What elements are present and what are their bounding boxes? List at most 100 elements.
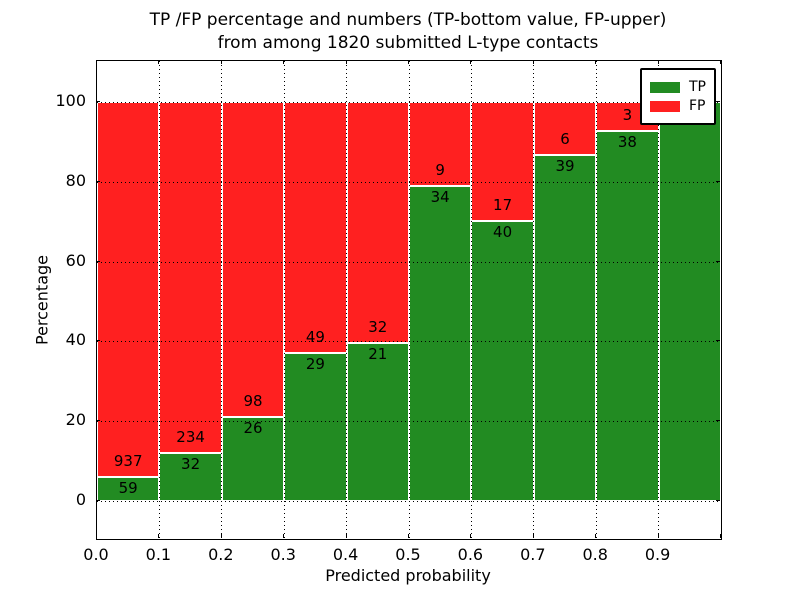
value-label-fp: 49 — [305, 327, 325, 346]
y-tick-mark — [716, 500, 720, 501]
x-tick-label: 0.9 — [644, 545, 671, 564]
value-label-tp: 59 — [118, 479, 138, 498]
x-tick-mark — [470, 60, 472, 64]
value-label-tp: 34 — [430, 187, 450, 206]
x-axis-label: Predicted probability — [325, 566, 491, 585]
v-gridline — [283, 61, 285, 539]
y-tick-mark — [716, 260, 720, 262]
y-tick-label: 100 — [55, 91, 86, 110]
x-tick-mark — [345, 60, 347, 64]
v-gridline — [346, 61, 348, 539]
y-tick-label: 60 — [65, 250, 86, 270]
v-gridline — [408, 61, 410, 539]
value-label-tp: 32 — [181, 455, 201, 473]
y-tick-mark — [96, 180, 100, 182]
value-label-tp: 38 — [617, 133, 637, 152]
bar-segment-tp — [596, 131, 659, 501]
x-tick-mark — [470, 534, 472, 538]
x-tick-mark — [220, 534, 222, 538]
v-gridline — [658, 61, 660, 539]
chart-title-line2: from among 1820 submitted L-type contact… — [217, 33, 599, 53]
y-tick-mark — [716, 101, 720, 102]
legend-entry-fp: FP — [650, 98, 706, 114]
y-tick-label: 40 — [65, 330, 86, 350]
legend-label-tp: TP — [689, 79, 706, 95]
y-tick-mark — [716, 420, 720, 422]
bar-segment-fp — [159, 102, 222, 453]
bar-segment-tp — [284, 352, 347, 501]
y-tick-mark — [716, 340, 720, 342]
x-tick-mark — [720, 534, 721, 538]
value-label-fp: 234 — [176, 428, 205, 446]
legend-entry-tp: TP — [650, 79, 706, 95]
y-tick-label: 80 — [65, 170, 86, 190]
value-label-tp: 40 — [493, 222, 513, 241]
bar-segment-fp — [471, 102, 534, 221]
plot-area: 59937322342698294921323494017396383117 T… — [96, 60, 722, 540]
value-label-fp: 3 — [622, 106, 633, 125]
x-tick-mark — [532, 534, 534, 538]
v-gridline — [595, 61, 597, 539]
value-label-fp: 98 — [243, 392, 263, 411]
x-tick-label: 0.3 — [270, 545, 296, 564]
x-tick-label: 0.8 — [582, 545, 608, 564]
x-tick-mark — [158, 534, 160, 538]
y-tick-label: 0 — [75, 490, 86, 509]
value-label-tp: 39 — [555, 157, 575, 176]
x-tick-label: 0.4 — [332, 545, 359, 564]
x-tick-mark — [345, 534, 347, 538]
bar-segment-fp — [221, 102, 285, 418]
v-gridline — [470, 61, 472, 539]
x-tick-mark — [96, 60, 97, 64]
bar-segment-tp — [658, 102, 721, 501]
bar-segment-tp — [409, 185, 472, 501]
y-tick-mark — [716, 180, 720, 182]
bar-segment-tp — [471, 220, 534, 501]
x-tick-mark — [720, 60, 721, 64]
chart-title-line1: TP /FP percentage and numbers (TP-bottom… — [149, 10, 667, 30]
x-tick-mark — [158, 60, 160, 64]
legend-label-fp: FP — [689, 98, 706, 114]
y-tick-mark — [96, 500, 100, 501]
bar-segment-tp — [221, 417, 285, 501]
y-tick-mark — [96, 340, 100, 342]
bar-segment-fp — [97, 102, 160, 478]
x-tick-mark — [408, 534, 409, 538]
value-label-fp: 17 — [493, 195, 513, 214]
bar-segment-tp — [533, 155, 597, 501]
v-gridline — [533, 61, 535, 539]
x-tick-mark — [657, 534, 659, 538]
x-tick-label: 0.7 — [520, 545, 546, 564]
value-label-fp: 937 — [113, 452, 143, 471]
x-tick-label: 0.6 — [457, 545, 484, 564]
tp-color-swatch — [650, 81, 680, 93]
x-tick-mark — [595, 534, 597, 538]
bar-segment-tp — [97, 477, 160, 501]
value-label-tp: 21 — [368, 344, 388, 363]
value-label-fp: 6 — [560, 130, 570, 149]
x-tick-label: 0.0 — [83, 545, 109, 564]
y-tick-mark — [96, 101, 100, 102]
value-label-fp: 9 — [435, 160, 445, 179]
y-tick-mark — [96, 420, 100, 422]
value-label-tp: 29 — [305, 354, 325, 373]
x-tick-mark — [595, 60, 597, 64]
bar-segment-tp — [159, 453, 222, 501]
x-tick-label: 0.2 — [208, 545, 234, 564]
chart-title: TP /FP percentage and numbers (TP-bottom… — [96, 9, 720, 55]
x-tick-mark — [220, 60, 222, 64]
x-tick-mark — [96, 534, 97, 538]
x-tick-label: 0.1 — [145, 545, 172, 564]
bar-segment-fp — [346, 102, 409, 343]
x-tick-mark — [532, 60, 534, 64]
bar-segment-fp — [533, 102, 597, 156]
x-tick-mark — [657, 60, 659, 64]
bar-segment-fp — [284, 102, 347, 353]
v-gridline — [221, 61, 223, 539]
x-tick-label: 0.5 — [395, 545, 421, 564]
x-tick-mark — [283, 60, 285, 64]
x-tick-mark — [408, 60, 409, 64]
y-tick-mark — [96, 260, 100, 262]
fp-color-swatch — [650, 100, 680, 112]
